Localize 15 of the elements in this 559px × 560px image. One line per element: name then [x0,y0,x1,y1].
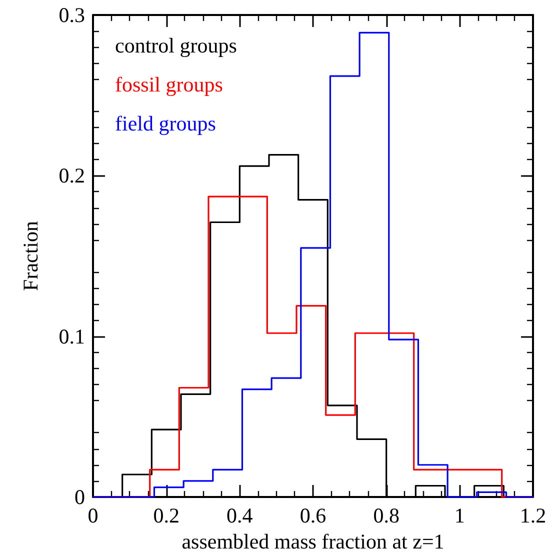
x-tick-label: 0.2 [153,504,180,528]
text: field groups [115,112,216,136]
y-tick-label: 0 [74,485,85,509]
x-tick-label: 1.2 [520,504,546,528]
y-axis-title: Fraction [18,220,42,291]
y-tick-label: 0.2 [58,164,85,188]
y-tick-label: 0.1 [58,324,85,348]
text: fossil groups [115,72,223,96]
y-tick-label: 0.3 [58,3,85,27]
x-axis-title: assembled mass fraction at z=1 [182,529,444,554]
x-tick-label: 0.4 [226,504,254,528]
x-tick-label: 0.6 [300,504,326,528]
x-tick-label: 0.8 [373,504,400,528]
legend-label: control groups [115,34,237,58]
x-tick-label: 1 [454,504,465,528]
